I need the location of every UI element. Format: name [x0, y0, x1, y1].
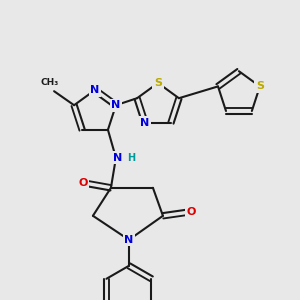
Text: N: N: [90, 85, 100, 95]
Text: S: S: [154, 78, 162, 88]
Text: N: N: [140, 118, 150, 128]
Text: CH₃: CH₃: [41, 78, 59, 87]
Text: H: H: [127, 153, 135, 163]
Text: N: N: [111, 100, 121, 110]
Text: O: O: [78, 178, 88, 188]
Text: S: S: [256, 81, 264, 92]
Text: O: O: [186, 207, 196, 217]
Text: N: N: [113, 153, 123, 163]
Text: N: N: [124, 235, 134, 245]
